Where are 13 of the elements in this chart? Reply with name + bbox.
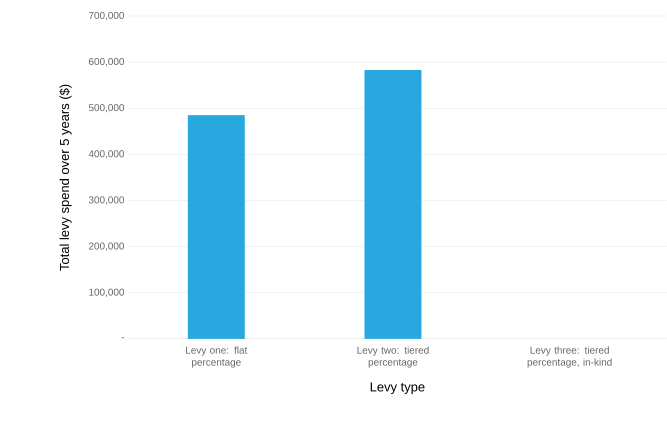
- x-tick-label: Levy three: tiered percentage, in-kind: [528, 346, 612, 368]
- y-tick-label: 500,000: [88, 104, 124, 112]
- x-tick-label: Levy one: flat percentage: [186, 346, 248, 368]
- y-tick-label: 600,000: [88, 58, 124, 66]
- x-tick-label: Levy two: tiered percentage: [358, 346, 429, 368]
- y-tick-label: 200,000: [88, 242, 124, 251]
- y-tick-label: 400,000: [88, 150, 124, 159]
- x-axis-title: Levy type: [370, 382, 424, 394]
- y-tick-label: 300,000: [88, 196, 124, 205]
- y-axis-title: Total levy spend over 5 years ($): [59, 84, 72, 271]
- y-tick-label: 100,000: [89, 288, 124, 297]
- y-tick-label: -: [122, 337, 124, 338]
- y-tick-label: 700,000: [88, 12, 124, 20]
